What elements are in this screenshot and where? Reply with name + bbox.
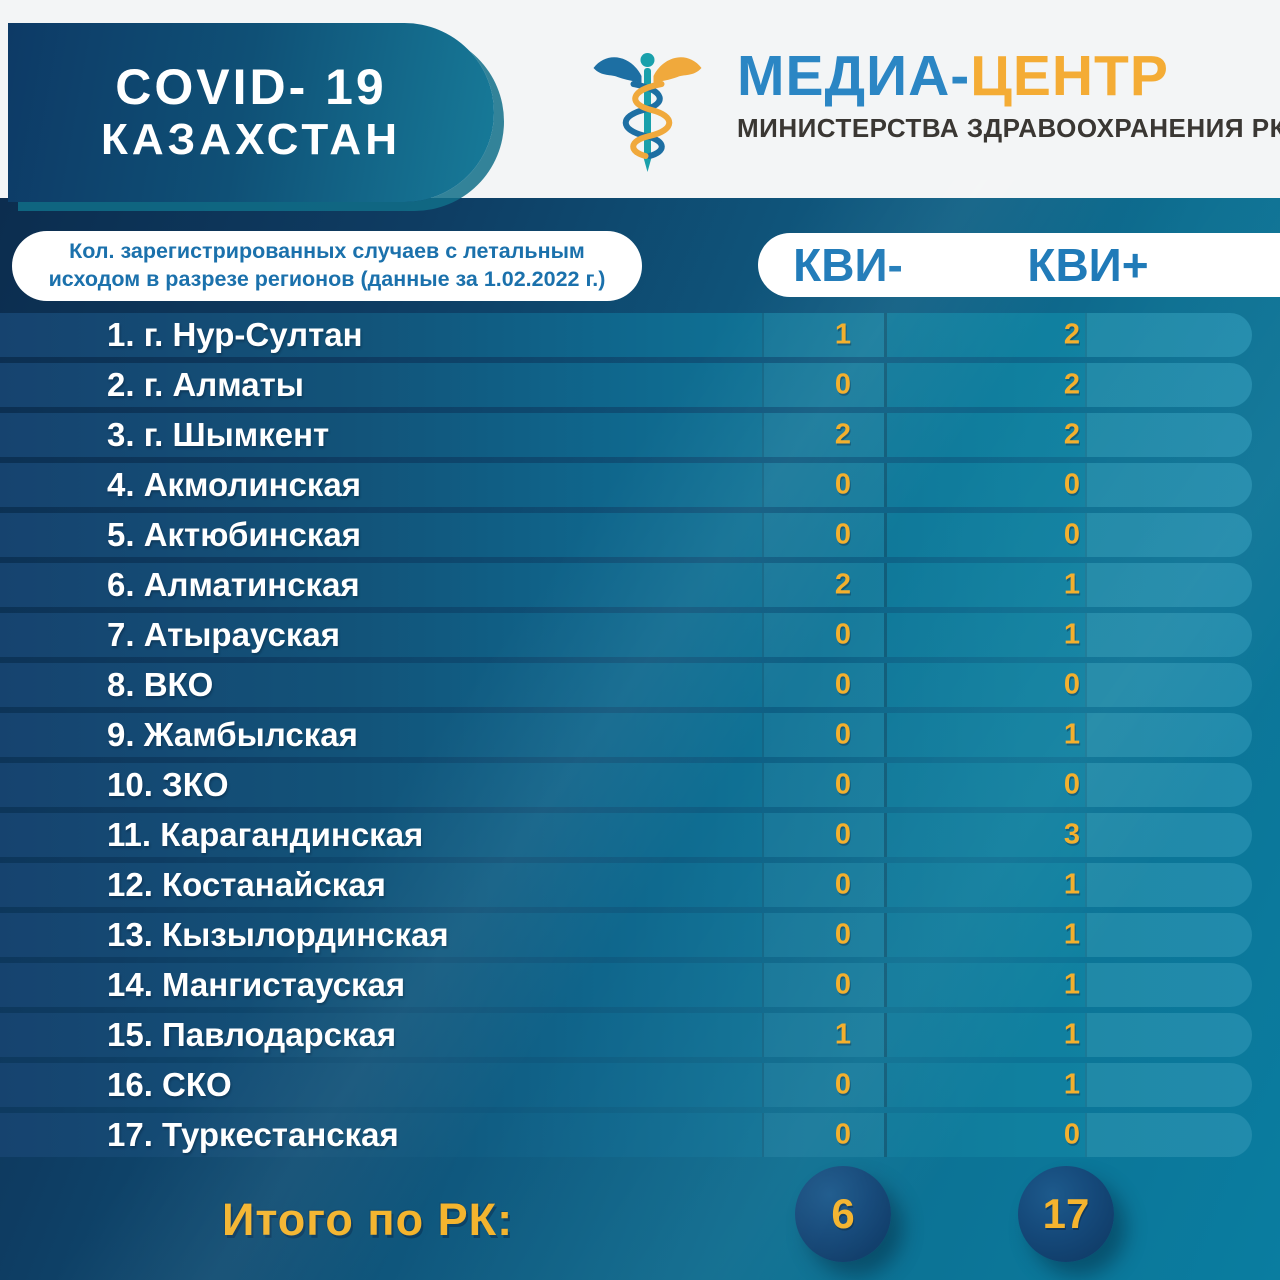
region-label: 1. г. Нур-Султан [107,316,363,353]
region-label: 16. СКО [107,1066,232,1103]
total-label: Итого по РК: [222,1194,514,1245]
column-header-pill: КВИ- КВИ+ [758,233,1280,297]
kvi-plus-value: 1 [1063,918,1081,951]
caption-line1: Кол. зарегистрированных случаев с леталь… [69,239,585,264]
total-kvi-minus-value: 6 [831,1190,855,1237]
kvi-minus-value: 1 [834,318,852,351]
table-row: 16. СКО 0 1 [0,1063,1252,1107]
kvi-minus-value: 0 [834,518,852,551]
region-label: 11. Карагандинская [107,816,424,853]
kvi-plus-value: 2 [1063,318,1081,351]
table-row: 17. Туркестанская 0 0 [0,1113,1252,1157]
kvi-plus-value: 0 [1063,518,1081,551]
table-row: 2. г. Алматы 0 2 [0,363,1252,407]
column-header-kvi-plus: КВИ+ [1027,239,1149,291]
kvi-plus-value: 1 [1063,568,1081,601]
title-line1: COVID- 19 [115,58,387,115]
region-label: 3. г. Шымкент [107,416,330,453]
kvi-minus-value: 0 [834,618,852,651]
title-badge: COVID- 19 КАЗАХСТАН [8,23,494,202]
kvi-minus-value: 0 [834,1118,852,1151]
region-label: 15. Павлодарская [107,1016,397,1053]
region-label: 9. Жамбылская [107,716,358,753]
region-label: 6. Алматинская [107,566,360,603]
kvi-plus-value: 0 [1063,768,1081,801]
table-row: 9. Жамбылская 0 1 [0,713,1252,757]
table-row: 8. ВКО 0 0 [0,663,1252,707]
table-row: 4. Акмолинская 0 0 [0,463,1252,507]
kvi-plus-value: 1 [1063,1018,1081,1051]
brand-name: МЕДИА-ЦЕНТР [737,48,1237,105]
table-row: 11. Карагандинская 0 3 [0,813,1252,857]
table-row: 5. Актюбинская 0 0 [0,513,1252,557]
table-row: 3. г. Шымкент 2 2 [0,413,1252,457]
kvi-plus-value: 0 [1063,668,1081,701]
region-label: 17. Туркестанская [107,1116,399,1153]
region-label: 14. Мангистауская [107,966,406,1003]
kvi-minus-value: 0 [834,818,852,851]
brand-name-yellow: ЦЕНТР [970,44,1169,108]
total-kvi-plus-badge: 17 [1018,1166,1114,1262]
kvi-minus-value: 0 [834,468,852,501]
region-label: 8. ВКО [107,666,214,703]
region-label: 2. г. Алматы [107,366,304,403]
kvi-minus-value: 0 [834,868,852,901]
brand-name-blue: МЕДИА- [737,44,971,108]
table-row: 14. Мангистауская 0 1 [0,963,1252,1007]
caption-line2: исходом в разрезе регионов (данные за 1.… [48,267,606,291]
column-header-kvi-minus: КВИ- [793,239,903,291]
table-row: 10. ЗКО 0 0 [0,763,1252,807]
media-center-logo: МЕДИА-ЦЕНТР МИНИСТЕРСТВА ЗДРАВООХРАНЕНИЯ… [585,36,1280,179]
kvi-minus-value: 0 [834,768,852,801]
region-label: 5. Актюбинская [107,516,362,553]
kvi-plus-value: 2 [1063,368,1081,401]
kvi-plus-value: 1 [1063,618,1081,651]
kvi-plus-value: 1 [1063,868,1081,901]
kvi-minus-value: 2 [834,568,852,601]
region-label: 4. Акмолинская [107,466,362,503]
table-row: 13. Кызылординская 0 1 [0,913,1252,957]
total-kvi-plus-value: 17 [1042,1190,1090,1237]
kvi-minus-value: 0 [834,718,852,751]
kvi-plus-value: 1 [1063,1068,1081,1101]
table-row: 12. Костанайская 0 1 [0,863,1252,907]
table-row: 1. г. Нур-Султан 1 2 [0,313,1252,357]
region-label: 12. Костанайская [107,866,386,903]
kvi-minus-value: 0 [834,918,852,951]
kvi-plus-value: 2 [1063,418,1081,451]
total-kvi-minus-badge: 6 [795,1166,891,1262]
kvi-plus-value: 3 [1063,818,1081,851]
kvi-plus-value: 0 [1063,1118,1081,1151]
kvi-plus-value: 0 [1063,468,1081,501]
table-row: 15. Павлодарская 1 1 [0,1013,1252,1057]
kvi-minus-value: 0 [834,968,852,1001]
table-caption: Кол. зарегистрированных случаев с леталь… [12,231,642,301]
region-rows: 1. г. Нур-Султан 1 2 2. г. Алматы 0 2 3.… [0,313,1252,1163]
brand-text: МЕДИА-ЦЕНТР МИНИСТЕРСТВА ЗДРАВООХРАНЕНИЯ… [737,48,1280,144]
kvi-plus-value: 1 [1063,968,1081,1001]
brand-subtitle: МИНИСТЕРСТВА ЗДРАВООХРАНЕНИЯ РК [737,113,1280,143]
region-label: 13. Кызылординская [107,916,449,953]
kvi-minus-value: 0 [834,1068,852,1101]
kvi-minus-value: 2 [834,418,852,451]
region-label: 7. Атырауская [107,616,340,653]
title-line2: КАЗАХСТАН [101,114,401,164]
region-label: 10. ЗКО [107,766,229,803]
kvi-minus-value: 1 [834,1018,852,1051]
caduceus-icon [585,44,710,179]
kvi-minus-value: 0 [834,368,852,401]
table-row: 6. Алматинская 2 1 [0,563,1252,607]
table-row: 7. Атырауская 0 1 [0,613,1252,657]
kvi-plus-value: 1 [1063,718,1081,751]
kvi-minus-value: 0 [834,668,852,701]
